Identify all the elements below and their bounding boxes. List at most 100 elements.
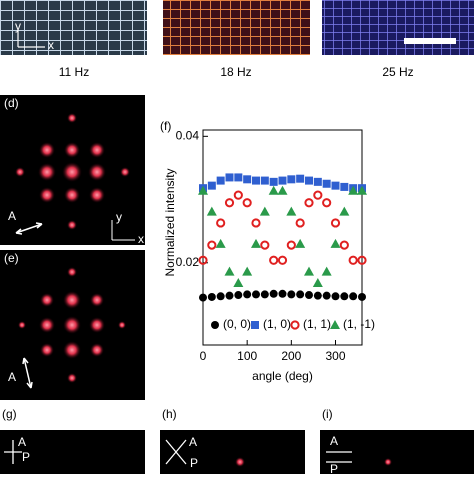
freq-label: 25 Hz bbox=[382, 65, 413, 79]
freq-label: 11 Hz bbox=[59, 65, 89, 79]
point bbox=[296, 174, 305, 183]
point bbox=[260, 176, 269, 185]
legend-label: (1, 0) bbox=[263, 317, 291, 331]
x-tick-label: 300 bbox=[325, 349, 345, 363]
analyzer-label: A bbox=[8, 370, 16, 384]
point bbox=[277, 255, 288, 265]
point bbox=[252, 176, 260, 185]
polarizer-label: P bbox=[330, 462, 338, 474]
point bbox=[305, 291, 313, 300]
axes-icon bbox=[111, 220, 135, 241]
point bbox=[206, 206, 217, 216]
point bbox=[321, 266, 332, 276]
point bbox=[357, 255, 367, 265]
point bbox=[349, 292, 358, 301]
panel-label: (d) bbox=[4, 96, 19, 110]
point bbox=[304, 198, 314, 208]
point bbox=[339, 206, 350, 216]
point bbox=[198, 255, 208, 265]
image-h bbox=[160, 430, 305, 474]
point bbox=[313, 177, 322, 186]
point bbox=[313, 190, 323, 200]
point bbox=[348, 185, 359, 195]
point bbox=[340, 182, 349, 191]
legend-label: (0, 0) bbox=[223, 317, 251, 331]
panel-label: (f) bbox=[160, 119, 171, 133]
x-tick-label: 200 bbox=[281, 349, 301, 363]
point bbox=[305, 176, 313, 185]
x-label: x bbox=[138, 232, 144, 246]
point bbox=[322, 179, 331, 188]
point bbox=[251, 238, 261, 248]
legend-marker bbox=[251, 321, 259, 329]
point bbox=[207, 292, 216, 301]
point bbox=[251, 218, 261, 228]
plot-frame bbox=[202, 129, 363, 346]
point bbox=[207, 240, 217, 250]
spot bbox=[384, 458, 392, 466]
point bbox=[269, 289, 278, 298]
point bbox=[269, 255, 279, 265]
point bbox=[295, 218, 305, 228]
point bbox=[358, 292, 366, 301]
analyzer-label: A bbox=[18, 435, 26, 449]
point bbox=[304, 266, 314, 276]
point bbox=[278, 176, 287, 185]
spots-d bbox=[15, 113, 130, 230]
point bbox=[234, 291, 243, 300]
chart-f: (f) 0 100 200 300 0.02 0.04 angle (deg) Normaliz… bbox=[160, 119, 375, 383]
point bbox=[322, 198, 332, 208]
point bbox=[312, 278, 323, 288]
x-tick-label: 100 bbox=[237, 349, 257, 363]
polarizer-label: P bbox=[190, 456, 198, 470]
panel-label: (g) bbox=[2, 407, 17, 421]
point bbox=[357, 185, 367, 195]
point bbox=[340, 292, 349, 301]
point bbox=[233, 278, 244, 288]
point bbox=[216, 176, 225, 185]
point bbox=[216, 292, 225, 301]
freq-label: 18 Hz bbox=[220, 65, 251, 79]
point bbox=[331, 181, 340, 190]
panel-label: (i) bbox=[322, 407, 333, 421]
y-label: y bbox=[116, 210, 122, 224]
polarizer-cross bbox=[4, 440, 22, 464]
polarizer-cross bbox=[165, 439, 187, 465]
legend-marker bbox=[211, 321, 219, 329]
point bbox=[268, 185, 279, 195]
point bbox=[199, 293, 207, 302]
panel-label: (h) bbox=[162, 407, 177, 421]
y-tick-label: 0.02 bbox=[176, 255, 200, 269]
point bbox=[313, 291, 322, 300]
point bbox=[225, 173, 234, 182]
point bbox=[330, 238, 341, 248]
point bbox=[243, 290, 252, 299]
point bbox=[198, 185, 208, 195]
point bbox=[252, 290, 260, 299]
point bbox=[234, 173, 243, 182]
image-25hz bbox=[322, 0, 474, 55]
axes-icon bbox=[17, 30, 45, 48]
point bbox=[224, 266, 235, 276]
y-tick-label: 0.04 bbox=[176, 128, 200, 142]
y-axis-label: Normalized intensity bbox=[163, 168, 177, 276]
point bbox=[242, 198, 252, 208]
point bbox=[277, 185, 288, 195]
polarizer-label: P bbox=[22, 450, 30, 464]
legend-marker bbox=[290, 320, 300, 330]
point bbox=[348, 255, 358, 265]
point bbox=[339, 240, 349, 250]
point bbox=[225, 291, 234, 300]
analyzer-arrow bbox=[22, 357, 33, 389]
analyzer-label: A bbox=[8, 209, 16, 223]
point bbox=[207, 181, 216, 190]
point bbox=[269, 177, 278, 186]
point bbox=[296, 290, 305, 299]
x-axis-label: angle (deg) bbox=[252, 369, 313, 383]
y-label: y bbox=[15, 19, 21, 33]
legend-label: (1, -1) bbox=[343, 317, 375, 331]
point bbox=[322, 291, 331, 300]
x-tick-label: 0 bbox=[200, 349, 207, 363]
spot bbox=[235, 457, 245, 467]
